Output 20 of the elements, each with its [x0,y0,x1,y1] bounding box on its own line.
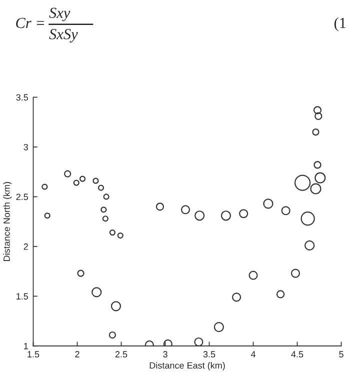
x-tick-label: 2.5 [115,351,128,358]
x-tick-label: 3 [163,351,168,358]
x-tick-label: 4.5 [291,351,304,358]
x-tick-label: 1.5 [28,351,40,358]
x-axis-title: Distance East (km) [150,362,225,370]
y-axis-title: Distance North (km) [3,182,12,261]
y-tick-label: 1.5 [16,293,28,300]
y-tick-label: 2.5 [16,194,28,200]
y-tick-label: 2 [24,243,28,250]
text: SxSy [49,29,78,42]
y-tick-label: 3.5 [16,94,28,101]
x-tick-label: 3.5 [203,351,216,358]
text: Sxy [49,8,70,22]
text: (1 [334,17,346,32]
y-tick-label: 1 [24,343,28,350]
text: Cr = [16,18,44,28]
y-tick-label: 3 [24,144,28,150]
x-tick-label: 2 [75,351,80,358]
x-tick-label: 5 [339,351,344,358]
x-tick-label: 4 [250,351,256,358]
